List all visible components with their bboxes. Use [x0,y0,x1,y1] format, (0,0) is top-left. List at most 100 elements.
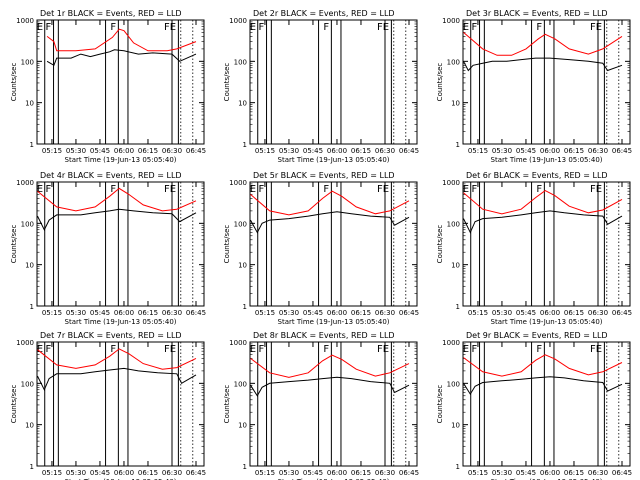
x-axis-label: Start Time (19-Jun-13 05:05:40) [491,318,603,326]
y-tick-label: 10 [238,262,247,270]
x-tick-label: 05:15 [255,309,275,317]
detector-panel: Det 4r BLACK = Events, RED = LLD 1 10 100 10… [10,171,206,326]
y-axis-label: Counts/sec [436,385,444,424]
x-tick-label: 05:15 [468,147,488,155]
event-marker-label: E [37,184,43,195]
x-tick-label: 06:00 [327,469,347,477]
y-tick-label: 1000 [229,179,247,187]
x-tick-label: 06:30 [162,469,182,477]
plot-frame [462,19,631,145]
plot-frame [462,181,631,307]
plot-frame [36,19,205,145]
y-tick-label: 100 [447,58,460,66]
y-axis-label: Counts/sec [10,63,18,102]
x-tick-label: 06:15 [138,469,158,477]
event-marker-label: E [37,22,43,33]
x-tick-label: 06:30 [375,469,395,477]
y-axis-label: Counts/sec [436,63,444,102]
x-axis-label: Start Time (19-Jun-13 05:05:40) [491,156,603,164]
plot-frame [249,341,418,467]
panel-title: Det 7r BLACK = Events, RED = LLD [40,331,182,340]
detector-panel: Det 3r BLACK = Events, RED = LLD 1 10 100 10… [436,9,632,164]
x-tick-label: 05:30 [279,147,299,155]
detector-panel: Det 6r BLACK = Events, RED = LLD 1 10 100 10… [436,171,632,326]
x-tick-label: 06:00 [540,147,560,155]
series-events [250,211,410,234]
y-tick-label: 100 [234,380,247,388]
series-lld [37,187,197,212]
event-marker-label: FE [590,184,602,195]
event-marker-label: FE [164,184,176,195]
event-marker-label: F [536,184,542,195]
x-tick-label: 05:30 [279,309,299,317]
x-tick-label: 05:15 [468,309,488,317]
event-marker-label: F [323,184,329,195]
y-tick-label: 100 [21,220,34,228]
series-events [46,49,197,67]
y-tick-label: 100 [234,220,247,228]
event-marker-label: FE [377,344,389,355]
x-tick-label: 05:15 [468,469,488,477]
x-tick-label: 06:45 [186,309,206,317]
x-tick-label: 06:15 [351,147,371,155]
x-tick-label: 06:45 [612,309,632,317]
y-tick-label: 1 [30,141,34,149]
y-tick-label: 1000 [442,179,460,187]
x-tick-label: 06:00 [327,147,347,155]
event-marker-label: FE [377,22,389,33]
panel-title: Det 4r BLACK = Events, RED = LLD [40,171,182,180]
x-tick-label: 05:45 [303,147,323,155]
x-axis-label: Start Time (19-Jun-13 05:05:40) [278,156,390,164]
panel-title: Det 5r BLACK = Events, RED = LLD [253,171,395,180]
y-axis-label: Counts/sec [10,225,18,264]
x-tick-label: 05:45 [90,469,110,477]
x-tick-label: 06:15 [138,147,158,155]
x-tick-label: 06:45 [186,147,206,155]
y-tick-label: 1 [243,463,247,471]
event-marker-label: F [46,22,52,33]
plot-frame [36,181,205,307]
y-tick-label: 1000 [229,17,247,25]
event-marker-label: E [250,344,256,355]
event-marker-label: F [259,344,265,355]
y-tick-label: 10 [451,422,460,430]
x-tick-label: 05:45 [90,147,110,155]
panel-title: Det 8r BLACK = Events, RED = LLD [253,331,395,340]
y-axis-label: Counts/sec [223,63,231,102]
event-marker-label: F [110,344,116,355]
panel-title: Det 6r BLACK = Events, RED = LLD [466,171,608,180]
x-tick-label: 06:00 [114,469,134,477]
y-tick-label: 100 [447,220,460,228]
event-marker-label: E [250,22,256,33]
y-tick-label: 100 [21,58,34,66]
plot-frame [249,181,418,307]
series-events [37,208,197,231]
event-marker-label: FE [590,22,602,33]
series-events [463,57,623,72]
x-tick-label: 06:45 [399,309,419,317]
series-lld [46,28,197,52]
series-events [463,210,623,234]
y-tick-label: 10 [238,422,247,430]
event-marker-label: F [259,184,265,195]
event-marker-label: E [37,344,43,355]
y-tick-label: 10 [238,100,247,108]
event-marker-label: F [472,184,478,195]
y-tick-label: 100 [234,58,247,66]
panel-title: Det 3r BLACK = Events, RED = LLD [466,9,608,18]
series-lld [463,354,623,377]
event-marker-label: F [323,22,329,33]
y-tick-label: 1 [456,141,460,149]
x-tick-label: 05:30 [492,309,512,317]
x-tick-label: 06:00 [114,309,134,317]
x-axis-label: Start Time (19-Jun-13 05:05:40) [278,478,390,480]
x-tick-label: 06:30 [588,309,608,317]
x-tick-label: 06:15 [351,469,371,477]
x-tick-label: 06:00 [327,309,347,317]
panel-title: Det 2r BLACK = Events, RED = LLD [253,9,395,18]
x-tick-label: 06:15 [564,309,584,317]
series-events [37,367,197,391]
y-tick-label: 1000 [229,339,247,347]
event-marker-label: F [536,344,542,355]
x-tick-label: 06:15 [564,469,584,477]
